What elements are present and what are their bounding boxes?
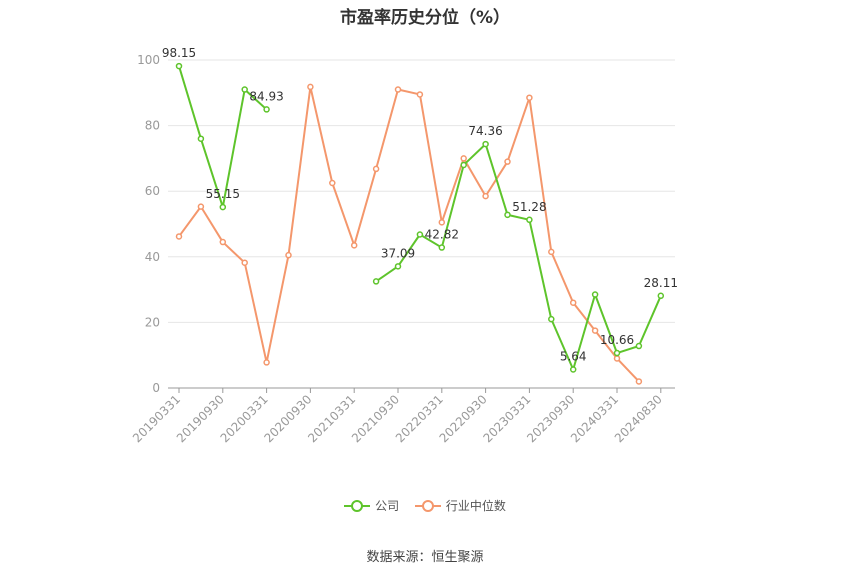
data-point-0 <box>438 244 446 251</box>
legend: 公司 行业中位数 <box>0 497 850 515</box>
y-tick-label: 40 <box>145 250 160 264</box>
data-point-0 <box>504 211 511 219</box>
data-point-1 <box>241 259 248 266</box>
data-point-0 <box>548 315 555 323</box>
data-point-1 <box>438 219 446 226</box>
data-point-1 <box>416 91 424 98</box>
data-point-1 <box>263 359 270 366</box>
data-point-0 <box>657 292 665 300</box>
data-point-1 <box>285 251 292 259</box>
data-label: 55.15 <box>206 187 240 201</box>
data-point-0 <box>460 161 467 169</box>
data-point-1 <box>329 179 336 187</box>
data-point-1 <box>613 355 621 362</box>
legend-label-industry: 行业中位数 <box>445 499 506 513</box>
data-point-0 <box>416 231 424 238</box>
data-point-0 <box>526 216 533 224</box>
data-label: 51.28 <box>512 200 546 214</box>
data-point-1 <box>394 86 402 93</box>
data-point-0 <box>219 203 227 211</box>
data-point-1 <box>569 299 577 306</box>
y-tick-label: 100 <box>137 53 160 67</box>
data-label: 28.11 <box>644 276 678 290</box>
data-point-0 <box>635 342 643 350</box>
data-point-0 <box>175 62 183 70</box>
data-point-1 <box>350 242 358 249</box>
data-point-0 <box>197 135 205 142</box>
data-label: 10.66 <box>600 333 634 347</box>
legend-item-company[interactable]: 公司 <box>344 497 399 514</box>
data-point-1 <box>635 378 643 385</box>
x-tick-label: 20240830 <box>612 392 665 445</box>
data-point-0 <box>613 349 621 357</box>
data-point-1 <box>197 203 205 210</box>
data-point-0 <box>482 140 489 148</box>
data-source: 数据来源：恒生聚源 <box>366 550 484 565</box>
data-point-0 <box>263 106 270 113</box>
data-point-1 <box>548 248 555 256</box>
y-tick-label: 80 <box>145 119 160 133</box>
data-point-1 <box>482 192 489 200</box>
data-label: 37.09 <box>381 246 415 260</box>
data-label: 98.15 <box>162 46 196 60</box>
data-point-0 <box>372 278 380 285</box>
data-point-0 <box>569 366 577 373</box>
series-line-0 <box>178 65 268 209</box>
data-label: 84.93 <box>249 89 283 103</box>
data-point-1 <box>219 238 227 246</box>
series-line-1 <box>178 85 640 383</box>
data-point-0 <box>241 86 248 93</box>
data-point-0 <box>394 263 402 270</box>
data-label: 42.82 <box>425 228 459 242</box>
data-point-0 <box>591 291 599 298</box>
y-tick-label: 60 <box>145 184 160 198</box>
legend-item-industry[interactable]: 行业中位数 <box>414 497 506 514</box>
data-label: 74.36 <box>468 124 502 138</box>
chart-title: 市盈率历史分位（%） <box>339 8 511 28</box>
y-tick-label: 20 <box>145 315 160 329</box>
data-point-1 <box>175 233 183 240</box>
series-line-0 <box>375 143 662 371</box>
data-point-1 <box>526 94 533 101</box>
legend-swatch-industry <box>414 499 441 512</box>
pe-percentile-chart: 0204060801002019033120190930202003312020… <box>130 46 678 445</box>
data-label: 5.64 <box>560 350 587 364</box>
data-point-1 <box>591 327 599 334</box>
legend-label-company: 公司 <box>375 499 400 513</box>
data-point-1 <box>307 83 314 91</box>
data-point-1 <box>504 158 511 165</box>
y-tick-label: 0 <box>152 381 160 395</box>
data-point-1 <box>372 165 380 173</box>
legend-swatch-company <box>344 499 371 512</box>
data-point-1 <box>460 155 467 162</box>
